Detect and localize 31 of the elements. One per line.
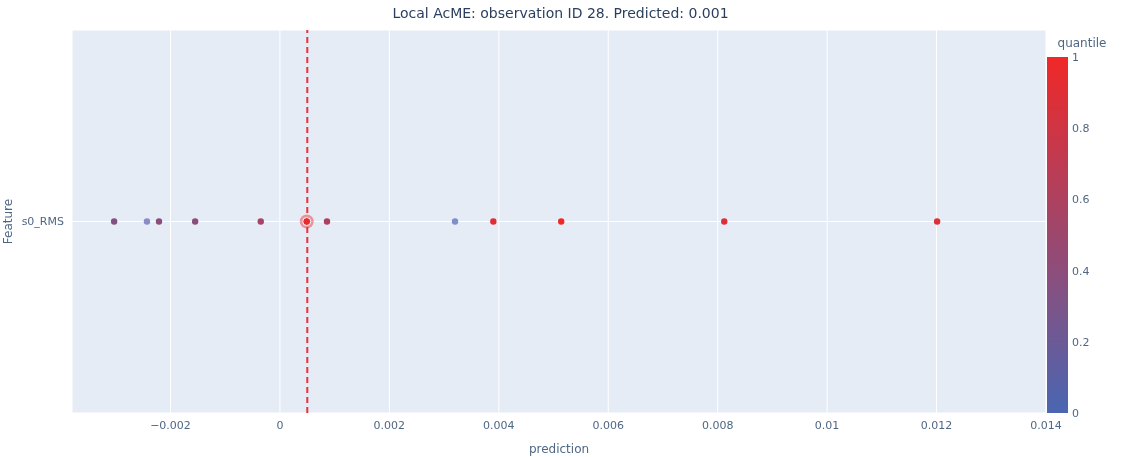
color-bar-label: 1 — [1072, 51, 1079, 64]
x-tick-label: 0.012 — [920, 418, 953, 432]
x-tick-label: 0.002 — [373, 418, 406, 432]
point — [933, 218, 941, 225]
point — [143, 218, 151, 225]
point — [110, 218, 118, 225]
point — [155, 218, 163, 225]
point — [490, 218, 497, 225]
x-tick-label: 0.014 — [1030, 418, 1062, 432]
y-axis-title: Feature — [1, 198, 16, 245]
color-bar-label: 0.8 — [1072, 122, 1090, 136]
point — [257, 218, 264, 225]
point — [557, 218, 565, 225]
color-bar-label: 0.6 — [1072, 193, 1090, 207]
y-tick-label: s0_RMS — [21, 215, 64, 229]
point — [451, 218, 459, 225]
color-bar-label: 0.4 — [1072, 264, 1090, 278]
color-bar-title: quantile — [1057, 36, 1107, 50]
color-bar-label: 0.2 — [1072, 335, 1090, 349]
x-tick-label: 0.006 — [592, 418, 624, 432]
color-bar-label: 0 — [1072, 407, 1079, 420]
x-tick-label: 0.004 — [483, 418, 515, 432]
x-tick-label: 0.008 — [701, 418, 734, 432]
point — [323, 218, 331, 225]
point — [191, 218, 199, 225]
x-tick-label: −0.002 — [150, 418, 191, 432]
point — [721, 218, 728, 225]
x-tick-label: 0.01 — [814, 418, 840, 432]
chart-title: Local AcME: observation ID 28. Predicted: 0.001 — [391, 5, 730, 21]
x-axis-title: prediction — [528, 442, 590, 456]
x-tick-label: 0 — [276, 418, 284, 432]
